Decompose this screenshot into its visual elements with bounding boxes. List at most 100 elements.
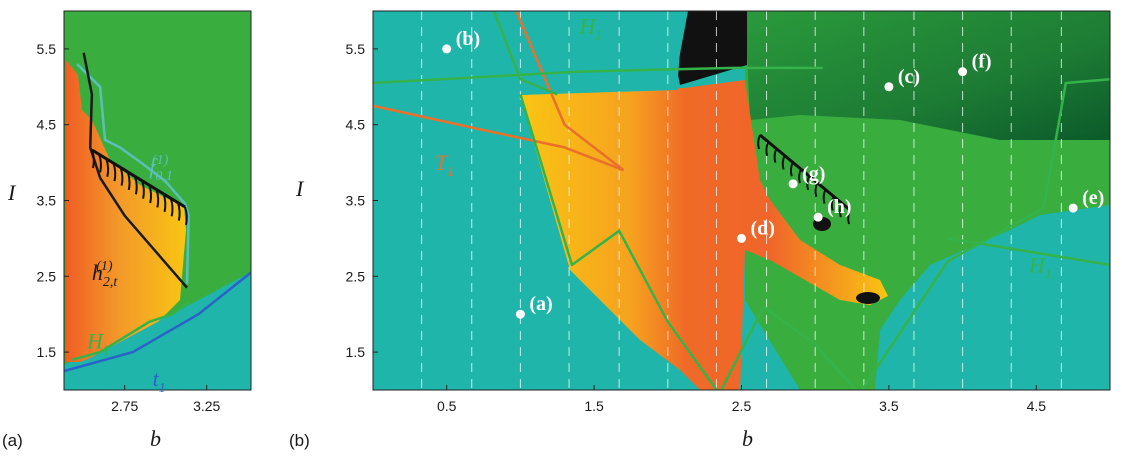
curve-label-f01: f0,1(1) <box>149 153 173 184</box>
fringe-spike <box>126 171 131 191</box>
curve-H1_green_mid <box>492 11 558 96</box>
panel-b-curve-labels: H1 T1 H1 <box>435 14 1052 283</box>
x-tick-label: 0.5 <box>437 398 457 414</box>
fringe-spike <box>141 180 145 199</box>
fringe-spike <box>162 193 167 213</box>
point-label: (a) <box>529 293 552 315</box>
fringe-spike <box>773 148 778 163</box>
panel-b-orange-region <box>520 80 888 390</box>
y-tick-label: 2.5 <box>37 268 57 284</box>
fringe-spike <box>765 141 770 157</box>
panel-a <box>64 11 251 390</box>
curve-H1 <box>71 301 190 361</box>
curve-f01 <box>76 63 190 284</box>
point-label: (h) <box>827 196 851 218</box>
curve-label-T1: T1 <box>435 150 454 180</box>
point-label: (d) <box>751 217 775 239</box>
curve-t1 <box>64 271 251 373</box>
panel-a-xlabel: b <box>150 426 161 451</box>
fringe-spike <box>169 197 174 217</box>
curve-label-H1: H1 <box>86 328 110 358</box>
point-label: (b) <box>456 28 480 50</box>
x-tick-label: 3.5 <box>879 398 899 414</box>
y-tick-label: 4.5 <box>37 117 57 133</box>
point-marker <box>737 233 746 243</box>
fringe-spike <box>133 175 138 195</box>
y-tick-label: 4.5 <box>346 117 366 133</box>
fringe-spike <box>184 206 188 226</box>
x-tick-label: 1.5 <box>584 398 604 414</box>
curve-H1_orange_b <box>514 11 625 172</box>
fringe-spike <box>789 161 794 177</box>
panel-b-ticks: 0.5 1.5 2.5 3.5 4.5 1.5 2.5 3.5 4.5 5.5 <box>346 41 1047 414</box>
panel-b-label: (b) <box>289 431 310 450</box>
curve-h2t <box>82 52 188 289</box>
fringe-spike <box>781 155 786 170</box>
fringe-spike <box>822 189 827 204</box>
curve-label-h2t: h2,t(1) <box>92 259 119 290</box>
x-tick-label: 4.5 <box>1027 398 1047 414</box>
point-label: (f) <box>972 51 992 73</box>
curve-H1_orange_a <box>373 104 625 172</box>
point-label: (c) <box>898 66 920 88</box>
panel-a-orange-region <box>66 60 186 362</box>
fringe-spike <box>798 168 802 184</box>
fringe-spike <box>757 134 761 150</box>
fringe-spike <box>155 189 160 208</box>
fringe-spike <box>847 209 851 225</box>
y-tick-label: 5.5 <box>346 41 366 57</box>
fringe-boundary <box>759 133 851 212</box>
point-marker <box>515 309 525 319</box>
x-tick-label: 3.25 <box>193 398 220 414</box>
panel-a-ylabel: I <box>7 180 17 205</box>
panel-b <box>373 11 1110 390</box>
fringe-spike <box>176 202 181 221</box>
point-label: (g) <box>802 163 825 185</box>
curve-label-t1: t1 <box>153 366 166 396</box>
point-marker <box>442 44 452 54</box>
fringe-spike <box>112 162 117 182</box>
fringe-spike <box>98 154 102 173</box>
y-tick-label: 3.5 <box>346 193 366 209</box>
panel-a-black-fringe <box>91 148 188 226</box>
panel-b-teal-lower <box>373 11 700 390</box>
y-tick-label: 1.5 <box>37 344 57 360</box>
curve-H1_green_lower <box>519 94 719 390</box>
y-tick-label: 5.5 <box>37 41 57 57</box>
panel-b-curves <box>373 11 1110 390</box>
curve-H1_green_bottom <box>719 305 858 390</box>
panel-b-points: (a) (b) (c) (d) (e) (f) (g)(h) <box>442 28 1104 319</box>
x-tick-label: 2.75 <box>111 398 138 414</box>
point-marker <box>884 82 894 92</box>
curve-H1_green_top <box>373 66 823 85</box>
y-tick-label: 2.5 <box>346 268 366 284</box>
panel-a-teal-wedge <box>64 272 251 390</box>
fringe-spike <box>839 202 843 218</box>
fringe-spike <box>119 167 124 186</box>
curve-label-H1_right: H1 <box>1028 253 1052 283</box>
curve-H1_right <box>860 77 1110 390</box>
panel-b-black-region <box>677 11 747 85</box>
x-tick-label: 2.5 <box>732 398 752 414</box>
point-marker <box>958 67 968 77</box>
point-label: (e) <box>1082 187 1104 209</box>
fringe-spike <box>105 158 110 177</box>
fringe-spike <box>830 195 835 211</box>
fringe-spike <box>814 182 819 198</box>
panel-b-ylabel: I <box>295 176 305 201</box>
curve-label-H1_top: H1 <box>578 14 602 44</box>
point-marker <box>813 212 823 222</box>
panel-a-label: (a) <box>2 431 23 450</box>
panel-b-dark-green-region <box>745 11 1110 140</box>
fringe-spike <box>148 184 153 204</box>
fringe-spike <box>91 149 95 169</box>
panel-a-curve-labels: f0,1(1) h2,t(1) H1 t1 <box>86 153 173 396</box>
y-tick-label: 1.5 <box>346 344 366 360</box>
point-marker <box>788 179 798 189</box>
panel-b-xlabel: b <box>742 426 753 451</box>
point-marker <box>1068 203 1078 213</box>
y-tick-label: 3.5 <box>37 193 57 209</box>
fringe-spike <box>806 175 811 191</box>
panel-a-curves <box>64 52 251 373</box>
